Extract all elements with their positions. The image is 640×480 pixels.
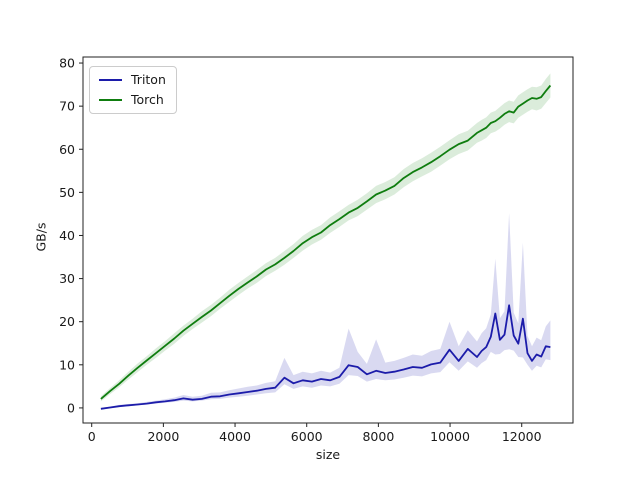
- x-tick-label: 12000: [502, 429, 542, 444]
- torch-band: [100, 73, 551, 402]
- legend-item-torch: Torch: [99, 92, 166, 107]
- y-tick-label: 70: [59, 99, 75, 114]
- legend-label-torch: Torch: [131, 92, 164, 107]
- x-axis-label: size: [315, 447, 341, 462]
- y-tick-label: 60: [59, 142, 75, 157]
- legend-item-triton: Triton: [99, 72, 166, 87]
- legend-label-triton: Triton: [131, 72, 166, 87]
- triton-line: [100, 304, 551, 410]
- y-tick-label: 80: [59, 56, 75, 71]
- legend: Triton Torch: [89, 66, 177, 114]
- y-tick-label: 50: [59, 185, 75, 200]
- y-tick-label: 10: [59, 357, 75, 372]
- x-tick-label: 6000: [291, 429, 323, 444]
- torch-line: [100, 84, 552, 400]
- x-tick-label: 4000: [219, 429, 251, 444]
- triton-band: [100, 213, 551, 410]
- triton-line-swatch: [99, 78, 122, 81]
- plot-border: [82, 56, 574, 424]
- torch-line-swatch: [99, 98, 122, 101]
- y-tick-label: 40: [59, 228, 75, 243]
- y-axis-label: GB/s: [33, 222, 49, 252]
- y-tick-label: 30: [59, 271, 75, 286]
- x-tick-label: 10000: [430, 429, 470, 444]
- x-tick-label: 2000: [147, 429, 179, 444]
- y-tick-label: 20: [59, 314, 75, 329]
- x-tick-label: 0: [88, 429, 96, 444]
- x-tick-label: 8000: [362, 429, 394, 444]
- y-tick-label: 0: [67, 400, 75, 415]
